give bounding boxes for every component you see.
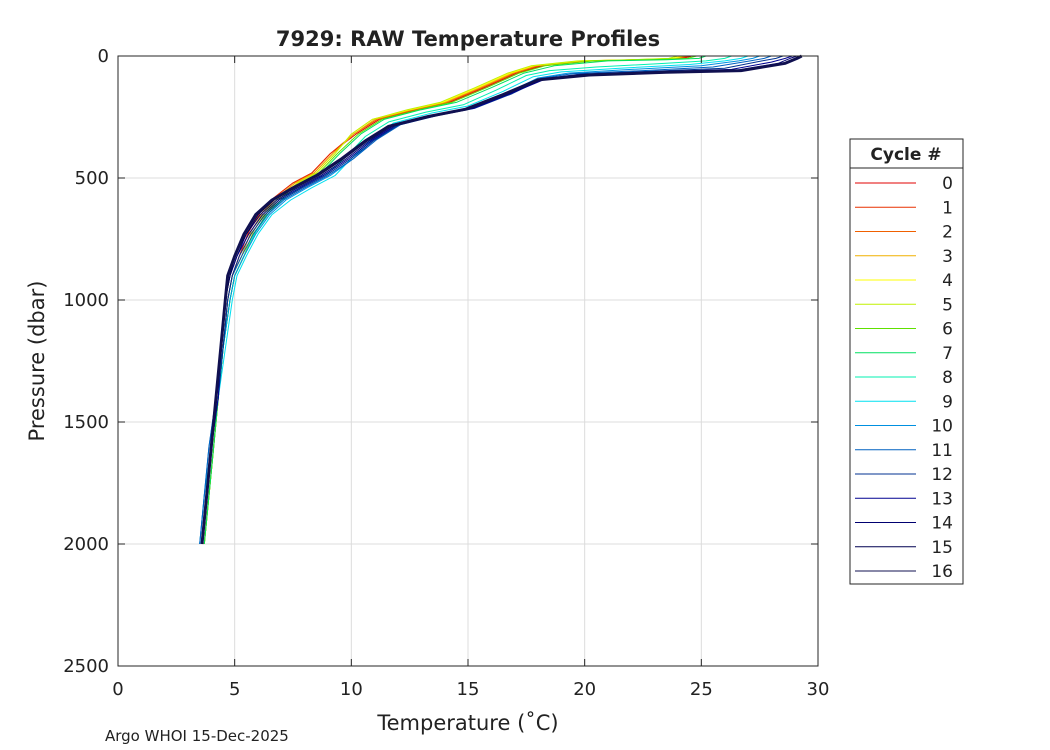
x-tick-label: 10: [340, 679, 363, 700]
legend-label-cycle-8: 8: [942, 368, 953, 388]
x-tick-label: 15: [457, 679, 480, 700]
x-axis-ticks: 0 5 10 15 20 25 30: [112, 56, 829, 700]
x-tick-label: 25: [690, 679, 713, 700]
y-tick-label: 1500: [63, 412, 109, 433]
y-tick-label: 500: [75, 168, 109, 189]
y-axis-label: Pressure (dbar): [25, 281, 49, 442]
legend-label-cycle-7: 7: [942, 344, 953, 364]
legend-label-cycle-16: 16: [931, 562, 953, 582]
legend-label-cycle-6: 6: [942, 320, 953, 340]
x-tick-label: 20: [573, 679, 596, 700]
x-axis-label: Temperature (˚C): [376, 711, 558, 735]
legend-label-cycle-3: 3: [942, 247, 953, 267]
y-tick-label: 2000: [63, 534, 109, 555]
plot-area: 0 5 10 15 20 25 30 0 500 1000 1500 2000 2500: [63, 46, 829, 700]
legend-label-cycle-10: 10: [931, 417, 953, 437]
footer-text: Argo WHOI 15-Dec-2025: [105, 727, 289, 745]
legend-label-cycle-11: 11: [931, 441, 953, 461]
legend-label-cycle-15: 15: [931, 538, 953, 558]
series-line-cycle-12: [201, 55, 784, 545]
y-axis-ticks: 0 500 1000 1500 2000 2500: [63, 46, 818, 677]
legend-label-cycle-14: 14: [931, 514, 953, 534]
legend-label-cycle-9: 9: [942, 392, 953, 412]
legend-box: [849, 138, 964, 585]
x-tick-label: 30: [807, 679, 830, 700]
legend-label-cycle-13: 13: [931, 489, 953, 509]
legend-label-cycle-0: 0: [942, 174, 953, 194]
x-tick-label: 0: [112, 679, 123, 700]
legend-label-cycle-5: 5: [942, 295, 953, 315]
x-tick-label: 5: [229, 679, 240, 700]
y-tick-label: 1000: [63, 290, 109, 311]
legend-label-cycle-1: 1: [942, 198, 953, 218]
series-line-cycle-16: [200, 54, 803, 545]
y-tick-label: 0: [98, 46, 109, 67]
y-tick-label: 2500: [63, 656, 109, 677]
legend-label-cycle-12: 12: [931, 465, 953, 485]
chart-title: 7929: RAW Temperature Profiles: [276, 27, 660, 51]
series-line-cycle-9: [199, 55, 749, 545]
legend-title: Cycle #: [870, 145, 941, 165]
series-group: [199, 54, 803, 545]
legend-label-cycle-4: 4: [942, 271, 953, 291]
legend-label-cycle-2: 2: [942, 223, 953, 243]
